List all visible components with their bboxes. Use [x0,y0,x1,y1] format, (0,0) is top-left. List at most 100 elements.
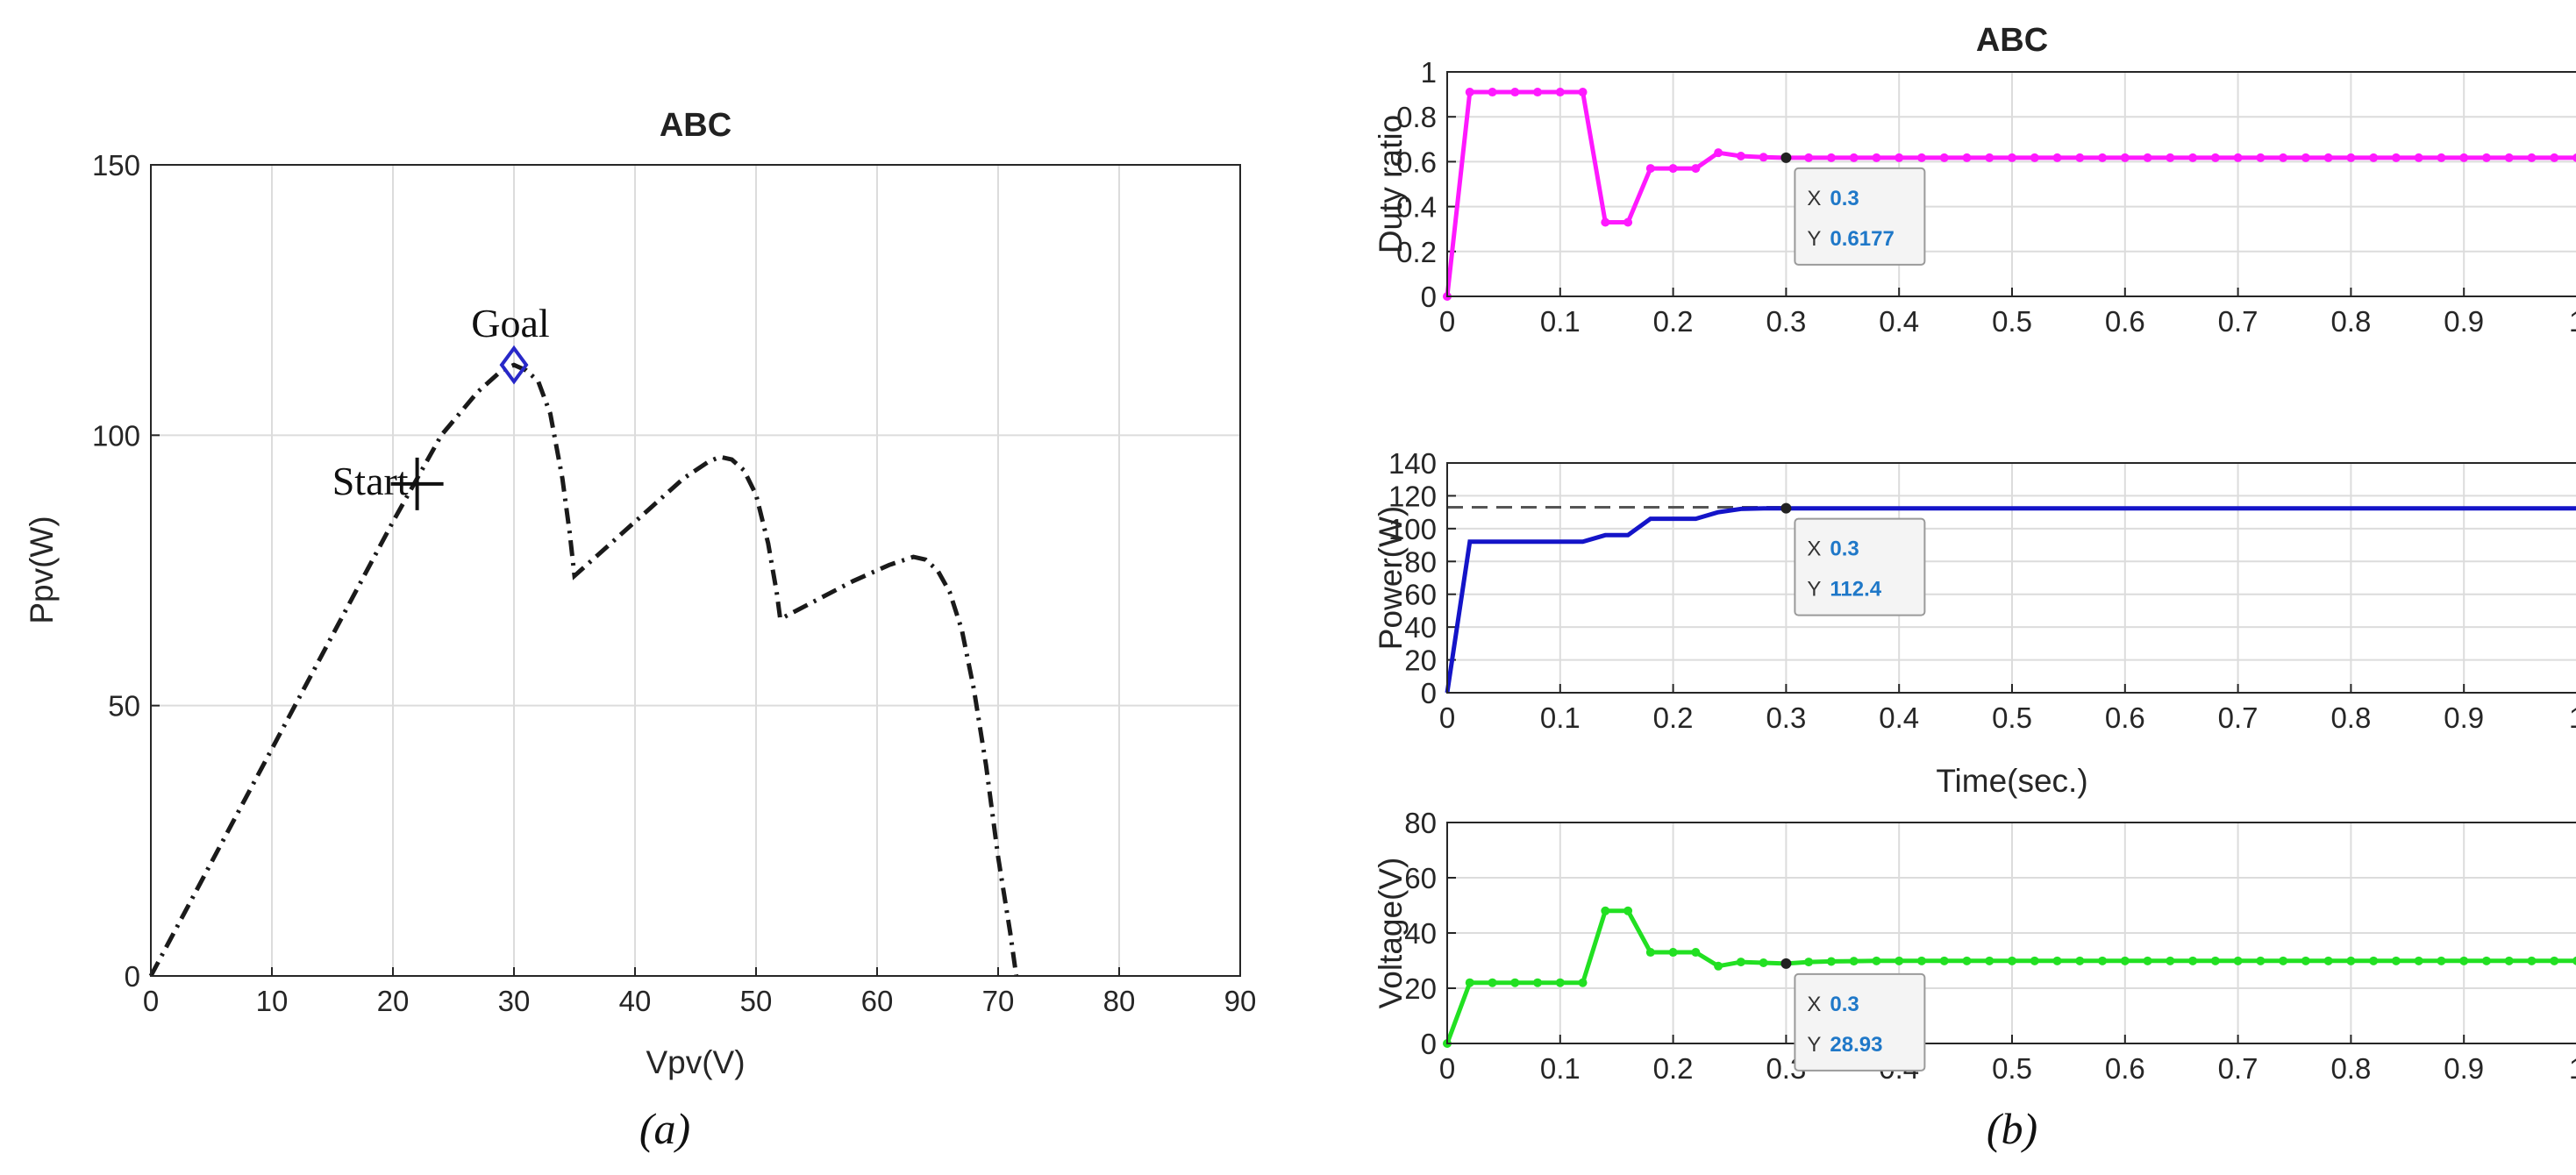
data-point [2008,956,2016,965]
data-point [2052,956,2062,965]
data-point [1985,153,1994,162]
data-point [1826,153,1836,162]
chart-b2-axes-box [1446,462,2576,694]
chart-a-xlabel: Vpv(V) [646,1044,745,1080]
data-point [2391,153,2401,162]
data-point [1691,164,1701,174]
x-tick-label: 50 [740,985,773,1017]
chart-b2-datatip-y-key: Y [1807,578,1821,602]
data-point [1939,956,1949,965]
chart-a-series-line [148,362,1019,978]
data-point [1668,948,1678,958]
data-point [2481,153,2491,162]
data-point [2256,956,2266,965]
chart-pv-curve: ABC 0 10 20 30 40 50 60 70 80 90 0 50 100 150 Start G… [24,107,1256,1080]
x-tick-label: 0.1 [1540,1052,1581,1085]
data-point [2098,153,2108,162]
data-point [1465,88,1474,97]
y-tick-label: 100 [1388,513,1437,545]
data-point [2143,956,2152,965]
data-point [1872,153,1881,162]
data-point [1759,958,1768,968]
data-point [1826,957,1836,966]
y-tick-label: 1 [1421,56,1437,89]
x-tick-label: 0.6 [2105,1052,2145,1085]
data-point [1939,153,1949,162]
x-tick-label: 0.9 [2444,701,2484,734]
data-point [2210,153,2220,162]
chart-b3-tick-labels: 00.10.20.30.40.50.60.70.80.91020406080 [1404,807,2576,1085]
x-tick-label: 0 [143,985,159,1017]
chart-power: 0 0.1 0.2 0.3 0.4 0.5 0.6 0.7 0.8 0.9 1 02040608010… [1373,447,2576,799]
data-point [1714,148,1723,158]
y-tick-label: 60 [1404,862,1437,894]
data-point [1916,956,1926,965]
x-tick-label: 0.5 [1992,701,2032,734]
data-point [1736,152,1745,160]
chart-b3-datatip-point[interactable] [1780,958,1792,969]
data-point [2550,153,2559,162]
chart-b2-datatip[interactable]: X 0.3 Y 112.4 [1794,517,1926,616]
x-tick-label: 0.4 [1879,701,1919,734]
x-tick-label: 0.2 [1653,701,1694,734]
chart-b1-datatip-y-value: 0.6177 [1830,227,1894,251]
chart-b1-axes-box [1446,71,2576,297]
data-point [2075,956,2085,965]
goal-marker-diamond [499,345,529,385]
y-tick-label: 0 [125,960,140,993]
data-point [2120,153,2130,162]
data-point [1691,948,1701,958]
chart-b2-datatip-box [1794,517,1926,616]
data-point [2166,956,2175,965]
chart-b2-tick-labels: 0 0.1 0.2 0.3 0.4 0.5 0.6 0.7 0.8 0.9 1 02040608010… [1388,447,2576,734]
chart-b1-datatip-point[interactable] [1780,152,1792,163]
data-point [2346,956,2356,965]
chart-duty-ratio: ABC 0 0.1 0.2 0.3 0.4 0.5 0.6 0.7 0.8 0.9 1 0 0.2 0.4… [1373,22,2576,338]
data-point [2414,956,2423,965]
data-point [1488,88,1497,97]
chart-b2-datatip-point[interactable] [1780,502,1792,514]
y-tick-label: 20 [1404,644,1437,677]
data-point [2301,153,2310,162]
chart-b3-axes-box [1446,822,2576,1044]
chart-a-tick-labels: 0 10 20 30 40 50 60 70 80 90 0 50 100 150 [92,149,1256,1017]
data-point [1804,153,1814,162]
y-tick-label: 40 [1404,917,1437,950]
x-tick-label: 80 [1103,985,1136,1017]
data-point [1985,956,1994,965]
data-point [2550,956,2559,965]
data-point [2030,956,2039,965]
data-point [2459,956,2469,965]
x-tick-label: 0.7 [2218,701,2258,734]
chart-b3-datatip-y-value: 28.93 [1830,1033,1882,1057]
data-point [2414,153,2423,162]
chart-b1-datatip-box [1794,167,1926,266]
chart-b3-datatip[interactable]: X 0.3 Y 28.93 [1794,972,1926,1072]
data-point [2166,153,2175,162]
data-point [1601,906,1610,915]
chart-b3-datatip-box [1794,972,1926,1072]
data-point [2504,956,2514,965]
data-point [2323,956,2333,965]
data-point [1714,961,1723,971]
x-tick-label: 0 [1439,701,1455,734]
x-tick-label: 0.5 [1992,1052,2032,1085]
y-tick-label: 80 [1404,545,1437,578]
data-point [2346,153,2356,162]
data-point [1623,906,1633,915]
data-point [1668,164,1678,174]
start-label: Start [332,459,409,503]
data-point [2210,956,2220,965]
chart-b1-markers [1443,88,2576,301]
x-tick-label: 0.4 [1879,305,1919,338]
chart-b1-datatip[interactable]: X 0.3 Y 0.6177 [1794,167,1926,266]
chart-b1-tick-labels: 0 0.1 0.2 0.3 0.4 0.5 0.6 0.7 0.8 0.9 1 0 0.2 0.4 0.6 0… [1396,56,2576,338]
data-point [2233,153,2243,162]
data-point [2188,153,2198,162]
x-tick-label: 70 [982,985,1015,1017]
data-point [1533,88,1543,97]
data-point [2323,153,2333,162]
x-tick-label: 0.6 [2105,305,2145,338]
data-point [2572,153,2576,162]
